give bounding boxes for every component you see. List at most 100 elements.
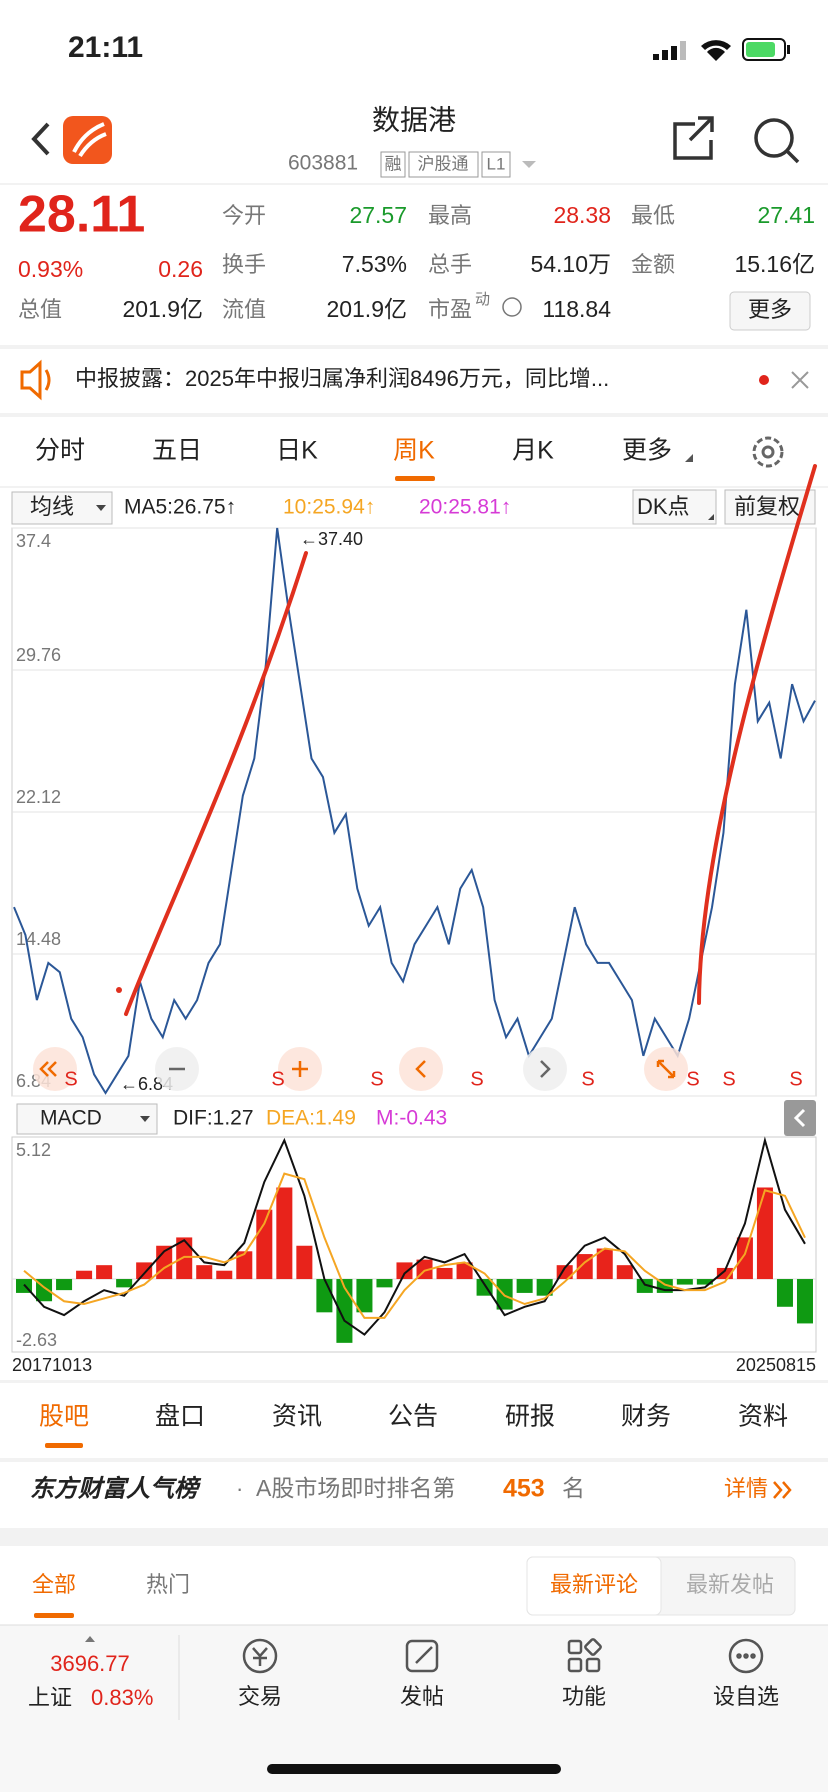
dif-label: DIF:1.27 [173,1107,254,1130]
detail-arrow [773,1481,792,1499]
y-tick-label: 22.12 [16,787,61,807]
y-tick-label: 29.76 [16,645,61,665]
content-tab[interactable]: 盘口 [155,1403,205,1431]
period-tab[interactable]: 日K [276,437,318,465]
period-tab[interactable]: 更多 [622,437,672,465]
control-button[interactable] [33,1047,77,1091]
macd-bar [296,1245,313,1280]
field-label: 总手 [428,252,472,277]
adjust-label[interactable]: 前复权 [734,494,800,519]
content-tab[interactable]: 研报 [505,1403,555,1431]
notice[interactable]: 中报披露：2025年中报归属净利润8496万元，同比增... [75,366,609,391]
index-change[interactable]: 0.83% [91,1685,153,1710]
badge-box [408,151,479,178]
start-date: 20171013 [12,1355,92,1375]
dropdown-arrow [708,514,714,520]
ma-selector-label[interactable]: 均线 [30,494,74,519]
nav-label[interactable]: 功能 [562,1684,606,1709]
close-notice[interactable] [791,371,809,389]
m-label: M:-0.43 [376,1107,447,1130]
period-tab[interactable]: 分时 [35,437,85,465]
dk-button[interactable] [632,489,717,525]
more-label[interactable]: 更多 [748,297,792,322]
y-tick-label: 5.12 [16,1140,51,1160]
collapse-button[interactable] [784,1100,816,1136]
macd-bar [196,1265,213,1280]
nav-label[interactable]: 设自选 [713,1684,779,1709]
dropdown-arrow [96,505,106,511]
macd-bar [676,1279,693,1285]
expand-arrow[interactable] [85,1636,95,1642]
signal-marker: S [722,1068,735,1090]
feed-tab[interactable]: 热门 [146,1572,190,1597]
macd-bar [776,1279,793,1307]
index-name[interactable]: 上证 [28,1685,72,1710]
dea-line [23,1172,806,1319]
control-glyph [656,1059,676,1079]
search-button[interactable] [754,118,800,164]
macd-selector[interactable] [16,1103,158,1135]
period-tabs: 分时 五日 日K 周K 月K 更多 [35,437,672,465]
control-button[interactable] [523,1047,567,1091]
macd-bar [396,1262,413,1280]
macd-chart: 5.12 -2.63 [12,1136,816,1353]
hand-drawn-strokes [124,464,817,1016]
content-tab[interactable]: 资料 [738,1403,788,1431]
nav-labels: 交易 发帖 功能 设自选 [238,1684,779,1709]
nav-label[interactable]: 交易 [238,1684,282,1709]
separator [0,413,828,417]
more-button[interactable] [729,291,811,331]
content-tab[interactable]: 资讯 [272,1403,322,1431]
settings-button[interactable] [752,436,784,468]
field-label: 换手 [222,252,266,277]
badge: L1 [487,154,506,173]
feed-tab-active[interactable]: 全部 [32,1572,76,1597]
dif-line [23,1136,806,1336]
field-value: 54.10万 [530,251,611,277]
unread-dot [759,375,769,385]
dea-label: DEA:1.49 [266,1107,356,1130]
sort-option-active[interactable]: 最新评论 [550,1572,638,1597]
nav-label[interactable]: 发帖 [400,1684,444,1709]
price-line [13,527,816,1095]
field-label: 今开 [222,203,266,228]
control-button[interactable] [399,1047,443,1091]
index-value[interactable]: 3696.77 [50,1651,130,1676]
hand-dot [116,987,122,993]
content-tab[interactable]: 财务 [621,1403,671,1431]
logo-mark [72,122,107,158]
end-date: 20250815 [736,1355,816,1375]
signal-marker: S [581,1068,594,1090]
back-button[interactable] [31,122,50,156]
signal-marker: S [470,1068,483,1090]
share-button[interactable] [673,116,714,160]
dropdown-arrow[interactable] [522,161,536,168]
sort-active [526,1556,662,1616]
content-tab[interactable]: 公告 [388,1403,438,1431]
content-tab[interactable]: 股吧 [39,1403,89,1431]
high-label: ←37.40 [300,529,363,549]
field-value: 28.38 [553,202,611,228]
separator [0,1380,828,1383]
period-tab[interactable]: 五日 [152,437,202,465]
field-label: 最高 [428,203,472,228]
period-tab[interactable]: 周K [393,437,435,465]
control-glyph [415,1060,426,1078]
macd-bar [716,1267,733,1280]
field-label: 总值 [18,297,62,322]
stock-code: 603881 [288,152,358,175]
field-value: 201.9亿 [122,296,203,322]
macd-title[interactable]: MACD [40,1107,102,1130]
ma-selector[interactable] [11,491,113,525]
badge: 沪股通 [418,154,469,173]
ranking-detail[interactable]: 详情 [724,1476,768,1501]
signal-marker: S [271,1068,284,1090]
sort-option[interactable]: 最新发帖 [686,1572,774,1597]
macd-bar [696,1279,713,1285]
dk-label[interactable]: DK点 [637,494,690,519]
macd-bar [116,1279,133,1288]
pe-info[interactable] [502,297,522,317]
control-glyph [540,1060,551,1078]
period-tab[interactable]: 月K [512,437,554,465]
